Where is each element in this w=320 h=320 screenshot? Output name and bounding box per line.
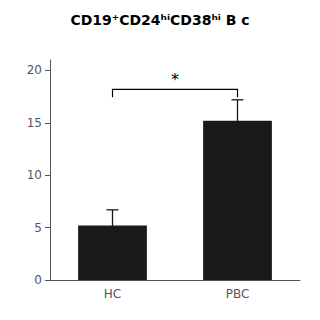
svg-text:0: 0	[34, 273, 42, 287]
svg-text:PBC: PBC	[226, 287, 250, 301]
svg-text:5: 5	[34, 221, 42, 235]
svg-text:15: 15	[27, 116, 42, 130]
svg-text:10: 10	[27, 168, 42, 182]
svg-text:*: *	[171, 70, 179, 89]
svg-text:HC: HC	[104, 287, 121, 301]
svg-text:CD19⁺CD24ʰⁱCD38ʰⁱ B c: CD19⁺CD24ʰⁱCD38ʰⁱ B c	[70, 12, 249, 28]
svg-text:20: 20	[27, 63, 42, 77]
